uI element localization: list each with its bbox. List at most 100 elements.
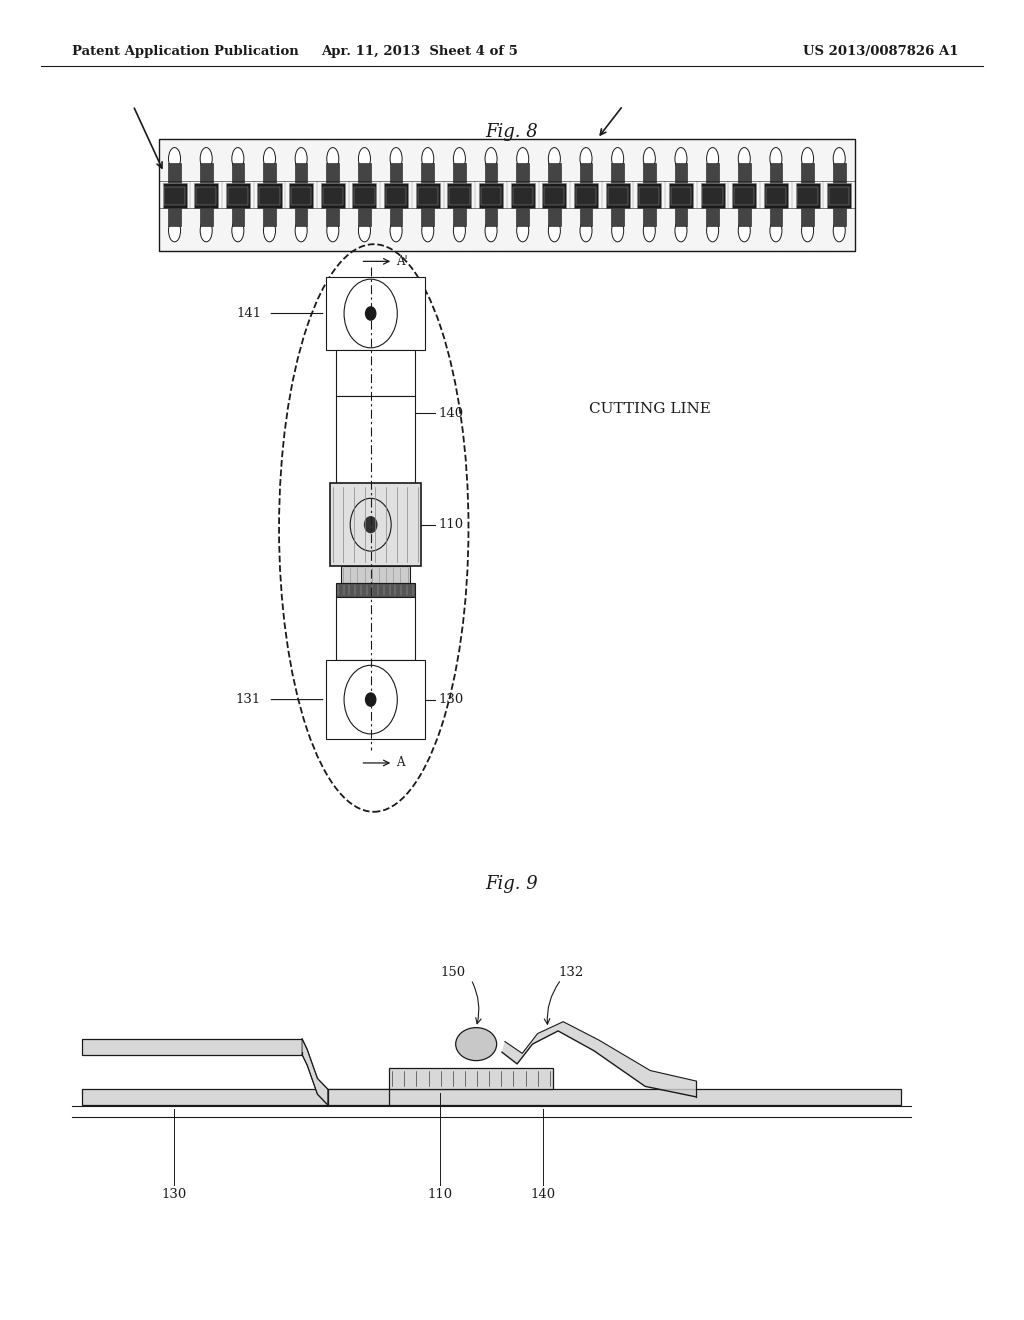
Bar <box>352 183 377 209</box>
Bar <box>511 183 535 209</box>
Ellipse shape <box>675 219 687 242</box>
Bar <box>801 164 814 183</box>
Ellipse shape <box>643 219 655 242</box>
Text: 140: 140 <box>438 407 464 420</box>
Bar <box>326 277 425 350</box>
Bar <box>669 183 693 209</box>
Bar <box>607 187 628 205</box>
Bar <box>327 164 339 183</box>
Bar <box>259 187 280 205</box>
Bar <box>453 164 466 183</box>
Ellipse shape <box>454 148 466 170</box>
Bar <box>548 164 561 183</box>
Text: US 2013/0087826 A1: US 2013/0087826 A1 <box>803 45 958 58</box>
Bar <box>605 183 630 209</box>
Bar <box>358 206 371 226</box>
Bar <box>200 164 213 183</box>
Bar <box>327 206 339 226</box>
Ellipse shape <box>834 219 845 242</box>
Bar <box>227 187 248 205</box>
Ellipse shape <box>707 148 719 170</box>
Ellipse shape <box>485 148 497 170</box>
Ellipse shape <box>390 148 402 170</box>
Text: 131: 131 <box>236 693 261 706</box>
Text: CUTTING LINE: CUTTING LINE <box>589 403 711 416</box>
Bar <box>330 483 421 566</box>
Ellipse shape <box>422 148 434 170</box>
Bar <box>200 206 213 226</box>
Bar <box>700 183 725 209</box>
Ellipse shape <box>802 219 814 242</box>
Bar <box>263 164 275 183</box>
Circle shape <box>366 308 376 321</box>
Bar <box>479 183 503 209</box>
Ellipse shape <box>390 219 402 242</box>
Text: A: A <box>396 756 404 770</box>
Ellipse shape <box>548 219 560 242</box>
Bar <box>798 187 818 205</box>
Bar <box>422 206 434 226</box>
Bar <box>675 206 687 226</box>
Bar <box>196 187 216 205</box>
Bar <box>422 164 434 183</box>
Ellipse shape <box>580 219 592 242</box>
Bar <box>159 139 855 251</box>
Ellipse shape <box>231 148 244 170</box>
Bar <box>770 206 782 226</box>
Polygon shape <box>302 1039 328 1105</box>
Ellipse shape <box>834 148 845 170</box>
Bar <box>231 206 244 226</box>
Ellipse shape <box>456 1027 497 1061</box>
Ellipse shape <box>675 148 687 170</box>
Bar <box>263 206 275 226</box>
Bar <box>738 206 751 226</box>
Bar <box>484 206 498 226</box>
Bar <box>580 206 592 226</box>
Bar <box>611 206 624 226</box>
Circle shape <box>366 693 376 706</box>
Ellipse shape <box>358 219 371 242</box>
Text: Fig. 8: Fig. 8 <box>485 123 539 141</box>
Bar <box>418 187 438 205</box>
Text: Apr. 11, 2013  Sheet 4 of 5: Apr. 11, 2013 Sheet 4 of 5 <box>322 45 518 58</box>
Bar <box>738 164 751 183</box>
Ellipse shape <box>485 219 497 242</box>
Bar <box>336 597 415 660</box>
Bar <box>416 183 439 209</box>
Ellipse shape <box>358 148 371 170</box>
Bar <box>796 183 819 209</box>
Bar <box>326 660 425 739</box>
Bar <box>231 164 244 183</box>
Bar <box>323 187 343 205</box>
Ellipse shape <box>770 219 782 242</box>
Bar <box>827 183 851 209</box>
Bar <box>548 206 561 226</box>
Bar <box>165 187 184 205</box>
Circle shape <box>365 516 377 532</box>
Bar <box>384 183 409 209</box>
Bar <box>295 164 307 183</box>
Ellipse shape <box>169 148 180 170</box>
Bar <box>766 187 786 205</box>
Ellipse shape <box>295 148 307 170</box>
Ellipse shape <box>643 148 655 170</box>
Text: 110: 110 <box>438 519 464 531</box>
Ellipse shape <box>169 219 180 242</box>
Bar <box>481 187 501 205</box>
Text: A': A' <box>396 255 408 268</box>
Ellipse shape <box>200 219 212 242</box>
Bar <box>675 164 687 183</box>
Bar <box>390 164 402 183</box>
Ellipse shape <box>231 219 244 242</box>
Bar <box>195 183 218 209</box>
Ellipse shape <box>707 219 719 242</box>
Bar <box>513 187 532 205</box>
Bar <box>295 206 307 226</box>
Bar <box>643 164 655 183</box>
Bar <box>341 566 410 583</box>
Ellipse shape <box>517 148 528 170</box>
Bar <box>168 164 181 183</box>
Ellipse shape <box>263 148 275 170</box>
Ellipse shape <box>517 219 528 242</box>
Bar <box>389 1068 553 1089</box>
